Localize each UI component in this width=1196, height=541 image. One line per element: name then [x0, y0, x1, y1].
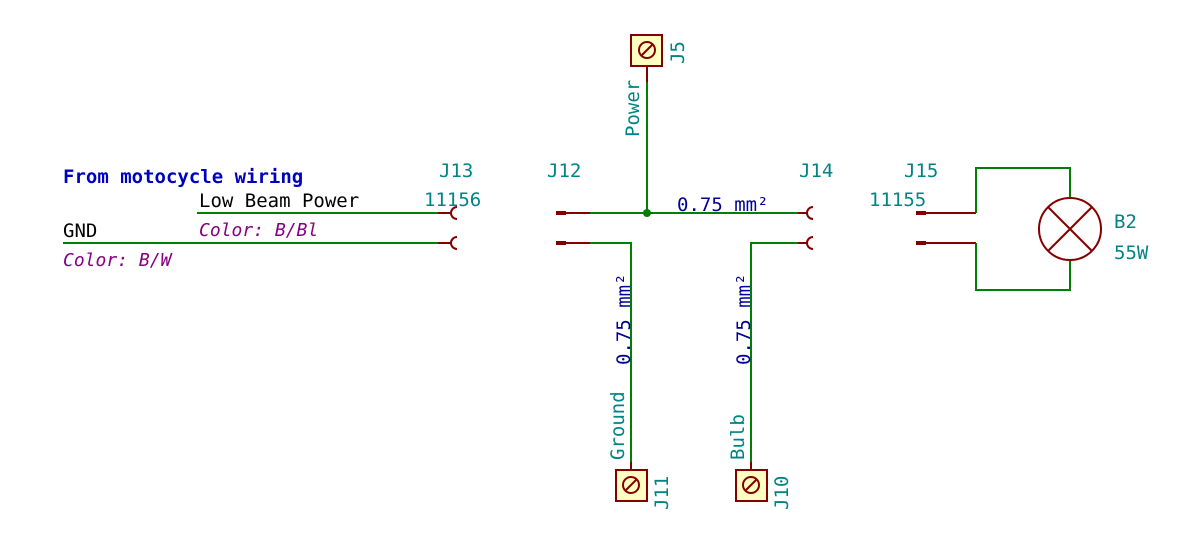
j12-pin-2-tip	[556, 241, 566, 245]
j12-pin-1-tip	[556, 211, 566, 215]
j13-socket-1	[450, 206, 458, 220]
power-label: Power	[622, 80, 644, 137]
terminal-j5[interactable]	[630, 34, 663, 82]
j11-screw-icon	[622, 476, 640, 494]
j14-reference: J14	[799, 160, 833, 182]
lamp-value: 55W	[1114, 242, 1149, 264]
j13-reference: J13	[439, 160, 473, 182]
horizontal-wire-size-label: 0.75 mm²	[677, 194, 769, 216]
ground-label: Ground	[607, 391, 629, 460]
j5-screw-icon	[638, 41, 656, 59]
lamp-cross-2	[1047, 206, 1093, 252]
j5-screw-slot	[641, 44, 653, 56]
connector-j15[interactable]	[916, 211, 976, 245]
j5-reference: J5	[667, 41, 689, 64]
color-b-w-note: Color: B/W	[63, 250, 174, 271]
section-title: From motocycle wiring	[63, 166, 303, 188]
j13-value: 11156	[424, 189, 481, 211]
j11-screw-slot	[625, 479, 637, 491]
ground-wire-size-label: 0.75 mm²	[613, 273, 635, 365]
j13-socket-2	[450, 236, 458, 250]
j15-pin-1-tip	[916, 211, 926, 215]
lamp-wire-bottom[interactable]	[975, 243, 1071, 291]
j12-reference: J12	[547, 160, 581, 182]
ground-wire[interactable]	[590, 242, 632, 466]
j10-terminal-body	[735, 469, 768, 502]
connector-j14[interactable]	[798, 206, 814, 250]
connector-j13[interactable]	[438, 206, 458, 250]
lamp-reference: B2	[1114, 211, 1137, 233]
junction-dot	[643, 209, 651, 217]
lamp-bulb-icon	[1038, 197, 1102, 261]
j11-reference: J11	[651, 476, 673, 510]
j14-socket-1	[806, 206, 814, 220]
j15-pin-2-tip	[916, 241, 926, 245]
bulb-label: Bulb	[727, 414, 749, 460]
connector-j12[interactable]	[556, 211, 590, 245]
low-beam-power-label: Low Beam Power	[199, 190, 359, 212]
lamp-b2[interactable]	[1038, 197, 1102, 261]
bulb-wire-size-label: 0.75 mm²	[733, 273, 755, 365]
j10-screw-slot	[745, 479, 757, 491]
j15-value: 11155	[869, 189, 926, 211]
j10-reference: J10	[771, 476, 793, 510]
terminal-j11[interactable]	[615, 462, 648, 502]
j15-reference: J15	[904, 160, 938, 182]
lamp-wire-top[interactable]	[975, 167, 1071, 213]
bulb-wire[interactable]	[750, 242, 800, 466]
j14-socket-2	[806, 236, 814, 250]
j10-screw-icon	[742, 476, 760, 494]
terminal-j10[interactable]	[735, 462, 768, 502]
gnd-label: GND	[63, 220, 97, 242]
color-b-bl-note: Color: B/Bl	[199, 220, 318, 241]
